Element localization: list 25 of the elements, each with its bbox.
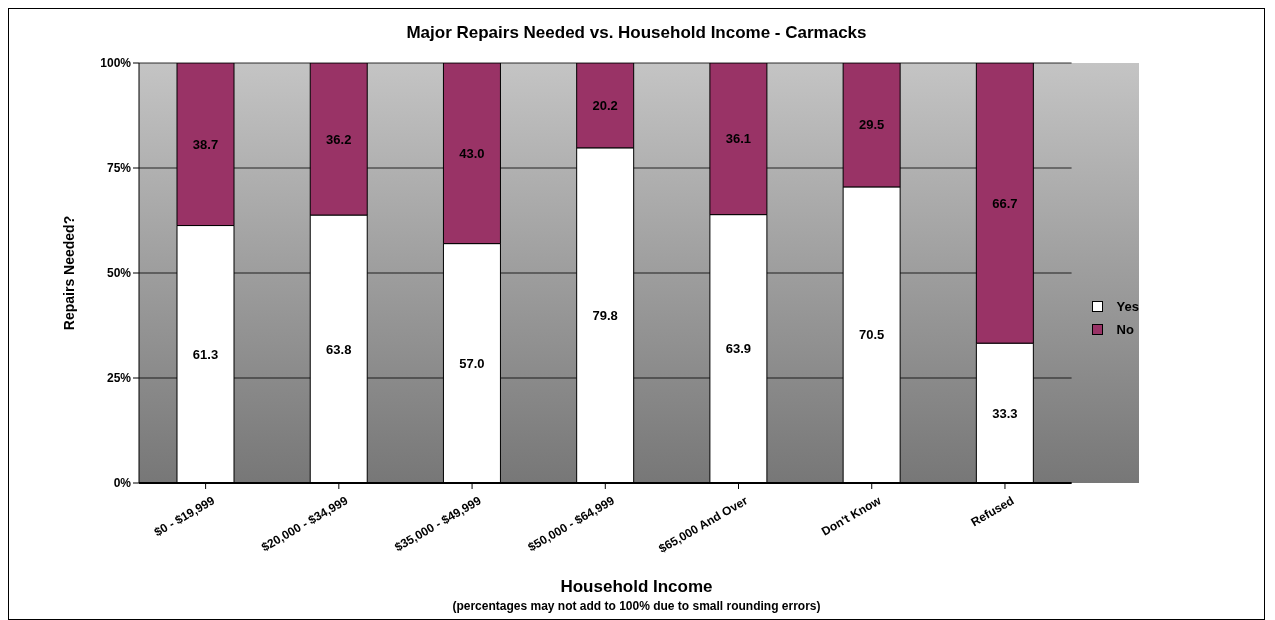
y-axis-title: Repairs Needed?: [60, 215, 77, 331]
y-tick-label: 25%: [106, 371, 132, 386]
data-label: 36.2: [326, 131, 352, 147]
data-label: 43.0: [459, 145, 485, 161]
data-label: 63.8: [326, 341, 352, 357]
data-label: 57.0: [459, 355, 485, 371]
y-tick-label: 0%: [113, 476, 132, 491]
data-label: 33.3: [992, 405, 1018, 421]
y-tick-label: 75%: [106, 161, 132, 176]
data-label: 36.1: [725, 131, 752, 147]
text: (percentages may not add to 100% due to small rounding errors): [451, 598, 822, 615]
x-axis-title: Household Income: [559, 577, 714, 597]
data-label: 63.9: [725, 341, 752, 357]
legend-label: Yes: [1116, 299, 1139, 314]
data-label: 70.5: [858, 327, 885, 343]
chart-title: Major Repairs Needed vs. Household Income - Carmacks: [405, 22, 868, 44]
y-tick-label: 100%: [100, 56, 132, 71]
data-label: 79.8: [592, 307, 618, 323]
data-label: 66.7: [992, 195, 1018, 211]
legend-label: No: [1116, 322, 1134, 337]
data-label: 61.3: [192, 346, 219, 362]
data-label: 20.2: [592, 97, 618, 113]
data-label: 29.5: [858, 117, 885, 133]
y-tick-label: 50%: [106, 266, 132, 281]
data-label: 38.7: [192, 136, 219, 152]
